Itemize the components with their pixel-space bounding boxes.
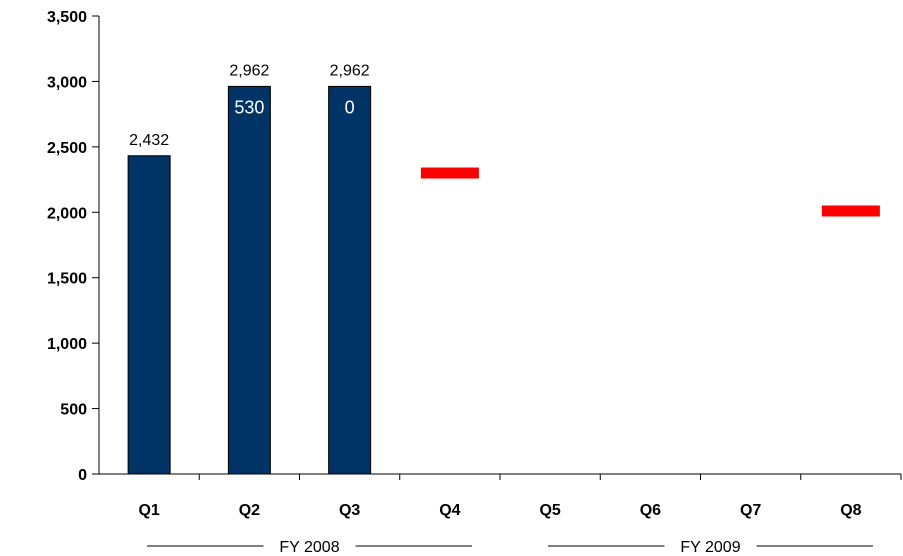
data-label: 2,432 xyxy=(129,132,169,149)
x-tick-label: Q1 xyxy=(138,502,159,519)
x-tick-label: Q7 xyxy=(740,502,761,519)
bar xyxy=(328,85,372,475)
y-tick-label: 500 xyxy=(60,402,87,419)
group-label: FY 2008 xyxy=(279,539,339,556)
data-label: 2,962 xyxy=(330,62,370,79)
x-tick-label: Q5 xyxy=(539,502,560,519)
markers-layer xyxy=(420,167,880,217)
y-tick-label: 0 xyxy=(78,467,87,484)
bar-inner-label: 530 xyxy=(234,97,264,117)
x-tick-label: Q6 xyxy=(640,502,661,519)
y-tick-label: 3,500 xyxy=(47,9,87,26)
y-tick-label: 3,000 xyxy=(47,74,87,91)
x-tick-label: Q3 xyxy=(339,502,360,519)
labels-layer: Q1 Q2 Q3 Q4 Q5 Q6 Q7 Q8 2,432 2,962 530 2,962 0 xyxy=(129,62,862,519)
y-tick-label: 2,000 xyxy=(47,205,87,222)
x-tick-label: Q4 xyxy=(439,502,460,519)
group-label: FY 2009 xyxy=(680,539,740,556)
bar xyxy=(227,85,271,475)
y-tick-label: 1,500 xyxy=(47,271,87,288)
axis-layer: 0 500 1,000 1,500 2,000 2,500 3,000 3,500 xyxy=(47,9,902,484)
bar-inner-label: 0 xyxy=(345,97,355,117)
target-marker xyxy=(821,205,880,217)
bars-layer xyxy=(127,85,372,475)
x-tick-label: Q2 xyxy=(239,502,260,519)
target-marker xyxy=(420,167,479,179)
y-tick-label: 2,500 xyxy=(47,140,87,157)
data-label: 2,962 xyxy=(229,62,269,79)
y-tick-label: 1,000 xyxy=(47,336,87,353)
bar xyxy=(127,155,171,475)
x-tick-label: Q8 xyxy=(840,502,861,519)
groups-layer: FY 2008 FY 2009 xyxy=(147,539,873,556)
